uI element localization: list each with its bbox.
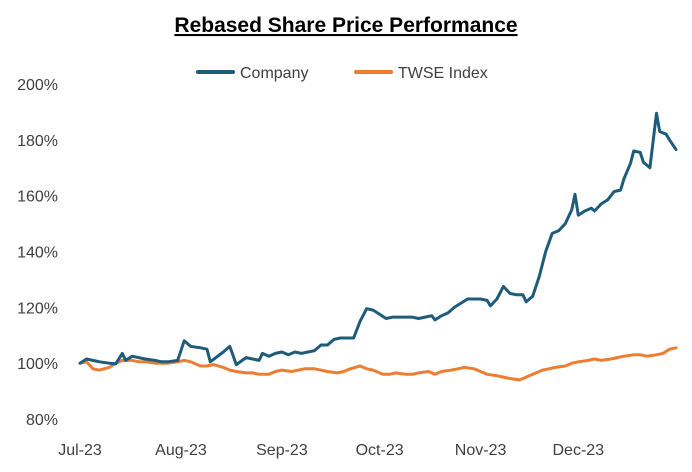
legend: Company TWSE Index bbox=[196, 65, 488, 82]
legend-label-company: Company bbox=[240, 65, 308, 82]
series-line-company bbox=[78, 111, 678, 367]
x-tick-label: Jul-23 bbox=[58, 442, 102, 459]
legend-label-twse-index: TWSE Index bbox=[398, 65, 488, 82]
x-tick-label: Nov-23 bbox=[455, 442, 507, 459]
y-tick-label: 160% bbox=[17, 189, 58, 206]
x-tick-label: Aug-23 bbox=[155, 442, 207, 459]
x-tick-label: Sep-23 bbox=[256, 442, 308, 459]
x-tick-label: Oct-23 bbox=[356, 442, 404, 459]
y-axis-tick-labels: 80% 100% 120% 140% 160% 180% 200% bbox=[17, 77, 58, 429]
x-tick-label: Dec-23 bbox=[553, 442, 605, 459]
y-tick-label: 80% bbox=[26, 412, 58, 429]
y-tick-label: 120% bbox=[17, 300, 58, 317]
y-tick-label: 200% bbox=[17, 77, 58, 94]
y-tick-label: 180% bbox=[17, 133, 58, 150]
chart-title: Rebased Share Price Performance bbox=[174, 14, 517, 37]
series-line-twse-index bbox=[78, 346, 678, 382]
y-tick-label: 100% bbox=[17, 356, 58, 373]
series-lines bbox=[78, 111, 678, 382]
y-tick-label: 140% bbox=[17, 245, 58, 262]
x-axis-tick-labels: Jul-23 Aug-23 Sep-23 Oct-23 Nov-23 Dec-23 bbox=[58, 442, 604, 459]
